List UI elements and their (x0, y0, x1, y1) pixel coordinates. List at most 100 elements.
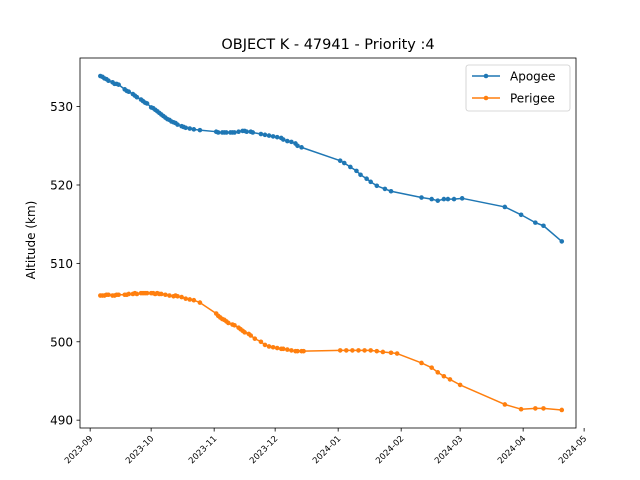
data-point-perigee (344, 348, 349, 353)
data-point-perigee (191, 297, 197, 303)
data-point-perigee (232, 323, 237, 328)
x-axis: 2023-09 2023-10 2023-11 2023-12 2024-01 2024-… (63, 428, 589, 466)
plot-frame (79, 57, 577, 429)
data-point-apogee (289, 139, 294, 145)
data-point-apogee (358, 172, 363, 178)
data-point-perigee (502, 402, 508, 407)
data-point-apogee (197, 127, 203, 133)
data-point-apogee (337, 158, 343, 163)
data-point-perigee (106, 292, 111, 298)
data-point-apogee (374, 183, 380, 189)
data-point-apogee (541, 223, 546, 229)
data-point-apogee (258, 131, 264, 137)
data-point-perigee (167, 293, 172, 298)
data-point-perigee (441, 373, 447, 379)
data-point-apogee (183, 125, 188, 131)
data-point-apogee (224, 130, 229, 135)
data-point-apogee (429, 196, 434, 202)
data-point-perigee (541, 406, 546, 411)
data-point-apogee (441, 196, 447, 202)
data-point-perigee (280, 346, 286, 352)
data-point-perigee (457, 382, 463, 388)
data-point-apogee (518, 212, 524, 218)
data-point-perigee (262, 342, 268, 348)
data-point-apogee (215, 130, 221, 135)
series-line-perigee (100, 292, 562, 411)
data-point-perigee (435, 370, 441, 375)
data-point-perigee (447, 377, 453, 382)
plot-area (79, 57, 577, 429)
data-point-perigee (295, 348, 300, 354)
data-point-apogee (106, 78, 111, 84)
x-tick-label: 2024-03 (433, 434, 465, 466)
data-point-perigee (374, 348, 380, 354)
data-point-perigee (270, 344, 276, 350)
data-point-perigee (116, 292, 121, 298)
data-point-apogee (451, 196, 457, 202)
data-point-apogee (502, 204, 508, 210)
data-point-perigee (518, 406, 524, 412)
data-point-perigee (266, 344, 272, 349)
data-point-apogee (134, 94, 140, 100)
data-point-perigee (183, 296, 188, 301)
data-point-apogee (274, 134, 280, 140)
data-point-apogee (270, 134, 276, 139)
data-point-apogee (341, 160, 347, 166)
data-point-perigee (388, 350, 394, 356)
data-point-apogee (368, 179, 373, 185)
data-point-perigee (274, 345, 280, 351)
x-tick-label: 2024-02 (374, 434, 406, 466)
y-tick-label: 530 (50, 100, 73, 114)
data-point-perigee (289, 348, 294, 353)
data-point-apogee (354, 168, 359, 174)
legend-entry-perigee: Perigee (472, 92, 555, 106)
data-point-apogee (419, 195, 424, 200)
data-point-apogee (533, 220, 538, 225)
data-point-perigee (258, 339, 264, 345)
legend: Apogee Perigee (465, 64, 571, 112)
data-point-perigee (419, 360, 424, 366)
data-point-perigee (126, 291, 132, 297)
y-tick-label: 510 (50, 257, 73, 271)
x-tick-label: 2024-04 (496, 434, 528, 466)
x-tick-label: 2024-05 (557, 434, 589, 466)
x-tick-label: 2023-09 (63, 434, 95, 466)
series-layer (98, 73, 565, 413)
data-point-perigee (429, 365, 434, 370)
data-point-perigee (368, 348, 373, 353)
data-point-perigee (242, 330, 247, 335)
data-point-apogee (364, 176, 369, 182)
data-point-apogee (435, 198, 441, 203)
x-tick-label: 2023-10 (124, 434, 156, 466)
data-point-apogee (382, 186, 388, 192)
y-axis: 490 500 510 520 530 (50, 100, 80, 428)
data-point-perigee (380, 349, 386, 355)
data-point-apogee (388, 188, 394, 194)
y-tick-label: 520 (50, 178, 73, 192)
data-point-apogee (232, 130, 237, 135)
data-point-perigee (197, 300, 203, 305)
data-point-apogee (175, 122, 180, 127)
data-point-apogee (295, 143, 300, 149)
legend-swatch-marker (483, 95, 489, 101)
data-point-perigee (163, 292, 168, 298)
data-point-apogee (191, 127, 197, 132)
data-point-apogee (236, 129, 241, 134)
y-tick-label: 490 (50, 414, 73, 428)
data-point-perigee (226, 320, 231, 326)
data-point-perigee (301, 348, 306, 354)
legend-label: Perigee (510, 92, 555, 106)
data-point-perigee (248, 333, 254, 338)
data-point-perigee (394, 351, 400, 356)
data-point-perigee (533, 406, 538, 411)
data-point-perigee (337, 348, 343, 353)
data-point-perigee (175, 294, 180, 299)
data-point-apogee (559, 239, 565, 244)
data-point-apogee (348, 164, 353, 170)
data-point-perigee (356, 348, 361, 353)
data-point-apogee (250, 130, 256, 135)
data-point-apogee (459, 196, 465, 201)
data-point-apogee (285, 138, 290, 144)
data-point-apogee (445, 196, 451, 202)
